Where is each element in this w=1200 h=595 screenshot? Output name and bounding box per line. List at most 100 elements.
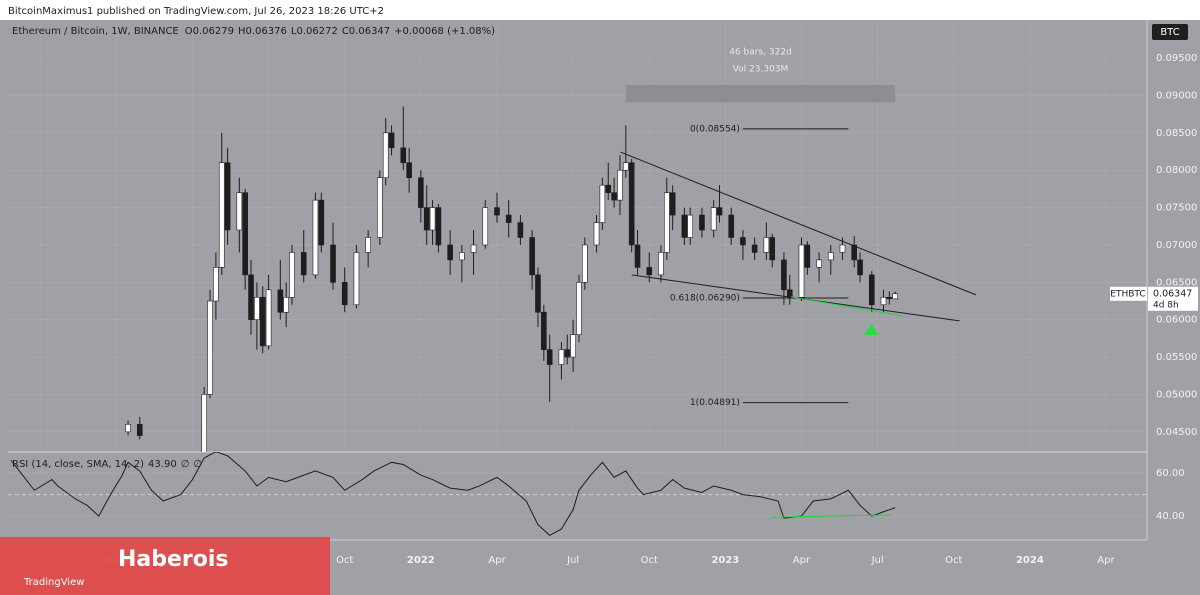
y-tick-label: 0.09000 bbox=[1156, 90, 1197, 101]
candle-body bbox=[623, 162, 629, 171]
y-tick-label: 0.08000 bbox=[1156, 165, 1197, 176]
candle-body bbox=[136, 424, 143, 436]
y-tick-label: 0.09500 bbox=[1156, 53, 1197, 64]
candle-body bbox=[611, 192, 617, 201]
candle-body bbox=[429, 207, 436, 231]
candle-body bbox=[628, 162, 635, 246]
candle-body bbox=[125, 424, 131, 433]
candle-body bbox=[535, 274, 541, 313]
fib-label: 0(0.08554) bbox=[690, 124, 740, 134]
candle-body bbox=[505, 214, 512, 223]
x-tick-label: Oct bbox=[945, 555, 962, 566]
symbol-box-label: BTC bbox=[1160, 27, 1179, 38]
x-tick-label: Jul bbox=[566, 555, 579, 566]
watermark: Haberois bbox=[118, 547, 229, 572]
rsi-panel bbox=[8, 452, 1147, 537]
top-bar bbox=[0, 0, 1200, 20]
logo: TradingView bbox=[23, 577, 84, 588]
candle-body bbox=[423, 207, 430, 231]
candle-body bbox=[218, 162, 225, 268]
candle-body bbox=[570, 334, 576, 358]
x-tick-label: 2023 bbox=[711, 555, 739, 566]
trendline bbox=[771, 514, 892, 518]
candle-body bbox=[658, 252, 664, 276]
candle-body bbox=[224, 162, 231, 231]
candle-body bbox=[664, 192, 670, 253]
candle-body bbox=[236, 192, 243, 231]
candle-body bbox=[699, 214, 705, 231]
candle-body bbox=[558, 349, 565, 365]
trendline bbox=[790, 296, 902, 317]
price-panel: 46 bars, 322d Vol 23.303M 0(0.08554) 0.618(… bbox=[8, 20, 1147, 452]
signal-marker bbox=[864, 323, 879, 335]
candle-body bbox=[740, 237, 746, 246]
candle-body bbox=[786, 289, 793, 298]
candle-body bbox=[617, 169, 623, 201]
trendline bbox=[620, 151, 977, 296]
candle-body bbox=[254, 296, 260, 321]
chart-title: Ethereum / Bitcoin, 1W, BINANCE O0.06279 H… bbox=[12, 26, 495, 37]
price-tag-label: 0.06347 bbox=[1153, 288, 1192, 299]
candle-body bbox=[365, 237, 371, 253]
y-tick-label: 60.00 bbox=[1156, 468, 1185, 479]
candle-body bbox=[482, 207, 489, 246]
publish-info: BitcoinMaximus1 published on TradingView… bbox=[8, 6, 384, 17]
candle-body bbox=[312, 199, 319, 276]
x-tick-label: Jul bbox=[871, 555, 884, 566]
candle-body bbox=[582, 244, 588, 283]
candle-body bbox=[851, 244, 857, 261]
candle-body bbox=[886, 296, 893, 300]
candle-body bbox=[265, 289, 272, 347]
candle-body bbox=[388, 132, 395, 149]
candle-body bbox=[681, 214, 688, 238]
candle-body bbox=[804, 244, 811, 268]
y-tick-label: 0.06500 bbox=[1156, 277, 1197, 288]
candle-body bbox=[781, 259, 787, 291]
candle-body bbox=[406, 162, 412, 179]
candle-body bbox=[201, 394, 207, 452]
candle-body bbox=[716, 207, 723, 216]
candle-body bbox=[769, 237, 776, 261]
measure-box bbox=[625, 85, 896, 103]
candle-body bbox=[529, 237, 535, 276]
candle-body bbox=[259, 296, 266, 347]
candle-body bbox=[517, 222, 524, 238]
candle-body bbox=[839, 244, 846, 253]
candle-body bbox=[435, 207, 442, 246]
candle-body bbox=[242, 192, 248, 276]
candle-body bbox=[687, 214, 694, 238]
y-tick-label: 0.04500 bbox=[1156, 427, 1197, 438]
rsi-line bbox=[10, 452, 896, 537]
rsi-title: RSI (14, close, SMA, 14, 2) 43.90 ∅ ∅ bbox=[12, 459, 202, 470]
symbol-tag bbox=[1110, 286, 1147, 301]
candle-body bbox=[207, 300, 213, 395]
candle-body bbox=[857, 259, 863, 276]
y-tick-label: 40.00 bbox=[1156, 511, 1185, 522]
candle-body bbox=[564, 349, 571, 358]
candle-body bbox=[751, 244, 758, 253]
candle-body bbox=[816, 259, 822, 268]
x-tick-label: 2024 bbox=[1016, 555, 1044, 566]
y-tick-label: 0.06000 bbox=[1156, 315, 1197, 326]
candle-body bbox=[341, 282, 348, 306]
candle-body bbox=[605, 184, 612, 193]
symbol-box[interactable] bbox=[1152, 24, 1188, 40]
candle-body bbox=[880, 296, 887, 306]
candle-body bbox=[470, 244, 477, 253]
measure-label: Vol 23.303M bbox=[733, 65, 789, 75]
candle-body bbox=[447, 244, 453, 261]
candle-body bbox=[827, 252, 834, 261]
candle-body bbox=[494, 207, 500, 216]
candle-body bbox=[634, 244, 641, 268]
axes: 0.09500 0.09000 0.08500 0.08000 0.07500 0.070… bbox=[1110, 53, 1198, 522]
candle-body bbox=[541, 311, 547, 350]
candle-body bbox=[318, 199, 325, 246]
x-tick-label: Oct bbox=[641, 555, 658, 566]
candle-body bbox=[646, 267, 653, 276]
fib-label: 1(0.04891) bbox=[690, 398, 740, 408]
y-tick-label: 0.05500 bbox=[1156, 352, 1197, 363]
x-tick-label: 2022 bbox=[407, 555, 435, 566]
candle-body bbox=[868, 274, 875, 306]
